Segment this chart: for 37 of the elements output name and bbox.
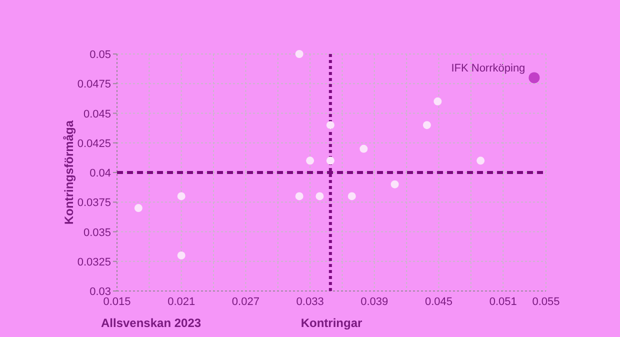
point [316,192,324,200]
point [134,204,142,212]
y-tick-label: 0.05 [90,49,111,61]
x-tick-label: 0.051 [489,296,517,308]
y-tick-label: 0.045 [83,108,111,120]
text: Allsvenskan 2023 [101,316,202,330]
point [295,192,304,200]
x-tick-label: 0.027 [232,296,260,308]
x-tick-label: 0.033 [296,296,324,308]
point [177,192,186,200]
point [326,121,334,130]
x-tick-label: 0.015 [103,296,131,308]
y-axis-title: Kontringsförmåga [62,120,76,225]
y-tick-label: 0.0475 [77,78,111,91]
point [528,72,540,84]
y-tick-label: 0.04 [90,168,111,180]
x-tick-label: 0.039 [360,296,388,308]
point [390,180,399,188]
x-axis-title: Kontringar [300,316,362,330]
x-tick-label: 0.045 [424,296,453,308]
point [295,50,304,58]
y-tick-label: 0.0425 [77,138,111,150]
y-tick-label: 0.0375 [77,197,111,210]
point [306,156,314,165]
y-tick-label: 0.03 [90,286,111,298]
point [177,251,186,260]
point [326,156,334,165]
point [348,192,356,200]
point [434,97,442,106]
y-tick-label: 0.0325 [77,256,111,268]
point [360,144,368,153]
y-tick-label: 0.035 [83,226,111,239]
series-label: IFK Norrköping [451,62,526,75]
x-tick-label: 0.021 [168,296,196,308]
x-tick-label: 0.055 [532,296,560,308]
point [422,121,431,130]
point [476,156,485,165]
